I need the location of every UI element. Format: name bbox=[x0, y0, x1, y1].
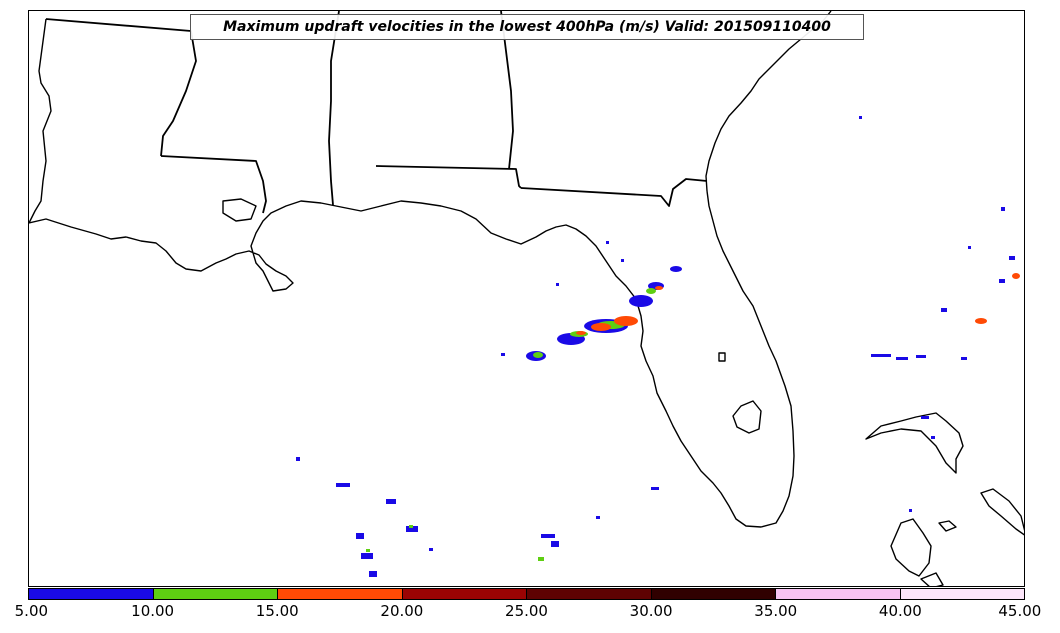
border-ms-al bbox=[328, 11, 340, 206]
colorbar-tick-label: 35.00 bbox=[754, 602, 798, 620]
colorbar-segment bbox=[776, 589, 901, 599]
map-title: Maximum updraft velocities in the lowest… bbox=[190, 14, 864, 40]
colorbar-segment bbox=[900, 589, 1024, 599]
cuba-coastline bbox=[865, 412, 964, 474]
colorbar-tick-label: 30.00 bbox=[629, 602, 673, 620]
map-canvas bbox=[29, 11, 1024, 586]
colorbar-segment bbox=[651, 589, 776, 599]
gulf-coastline bbox=[29, 190, 795, 528]
coastline bbox=[29, 11, 1024, 586]
colorbar-tick-label: 25.00 bbox=[505, 602, 548, 620]
colorbar-segment bbox=[402, 589, 527, 599]
colorbar-tick-label: 20.00 bbox=[380, 602, 424, 620]
colorbar bbox=[28, 588, 1025, 600]
lake bbox=[222, 198, 257, 222]
colorbar-segment bbox=[527, 589, 652, 599]
border-la-ms-south bbox=[160, 155, 267, 214]
map-frame bbox=[28, 10, 1025, 587]
updraft-cell-band bbox=[576, 273, 1020, 335]
updraft-cell-scatter bbox=[296, 116, 1015, 577]
state-borders bbox=[45, 11, 708, 214]
colorbar-tick-label: 40.00 bbox=[878, 602, 922, 620]
border-ms-la bbox=[45, 18, 197, 157]
updraft-cell-scatter bbox=[366, 525, 544, 561]
lake bbox=[718, 352, 726, 362]
colorbar-segment bbox=[29, 589, 154, 599]
updraft-cells bbox=[296, 116, 1020, 577]
colorbar-tick-label: 10.00 bbox=[131, 602, 175, 620]
colorbar-tick-label: 15.00 bbox=[255, 602, 299, 620]
bahamas-island bbox=[920, 572, 944, 586]
lake-okeechobee bbox=[732, 400, 762, 434]
louisiana-coastline bbox=[29, 18, 52, 224]
colorbar-tick-label: 45.00 bbox=[998, 602, 1042, 620]
bahamas-island bbox=[938, 520, 957, 532]
andros-island bbox=[890, 518, 932, 577]
border-ga-fl bbox=[520, 178, 708, 207]
colorbar-segment bbox=[278, 589, 403, 599]
colorbar-segment bbox=[153, 589, 278, 599]
bahamas-island bbox=[980, 488, 1024, 536]
updraft-cell-band bbox=[526, 266, 682, 361]
border-al-fl bbox=[375, 165, 522, 189]
colorbar-tick-label: 5.00 bbox=[14, 602, 49, 620]
